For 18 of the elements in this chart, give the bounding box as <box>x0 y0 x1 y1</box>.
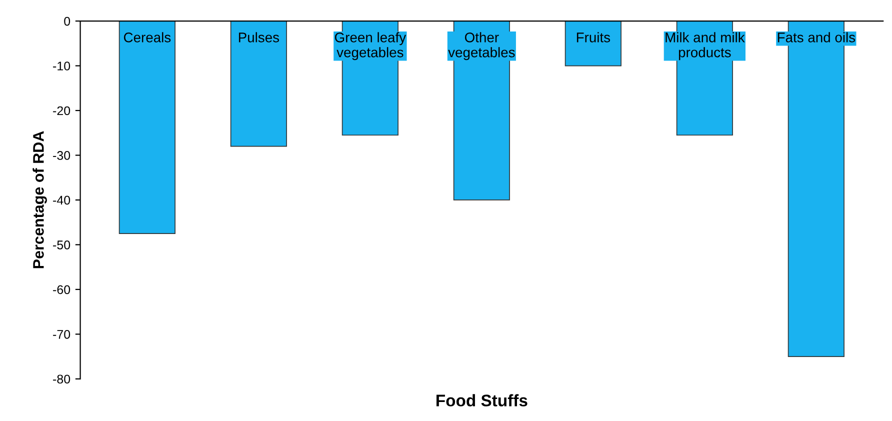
y-tick-label: -20 <box>53 106 70 116</box>
y-tick-label: -40 <box>53 196 70 205</box>
x-tick-label: Other vegetables <box>448 32 515 60</box>
y-tick-label: -60 <box>53 285 70 294</box>
x-tick-label: Pulses <box>238 32 280 42</box>
x-tick-label: Fats and oils <box>778 32 856 42</box>
y-tick-label: -80 <box>53 374 70 384</box>
x-tick-label: Green leafy vegetables <box>334 32 406 60</box>
x-tick-label: Cereals <box>124 32 171 42</box>
x-tick-label: Milk and milk products <box>666 32 745 60</box>
x-axis-title: Food Stuffs <box>436 394 528 406</box>
x-tick-label: Fruits <box>576 32 610 42</box>
y-tick-label: -10 <box>53 62 70 70</box>
y-tick-label: -50 <box>53 240 70 250</box>
y-tick-label: -70 <box>53 330 70 339</box>
y-tick-label: -30 <box>53 151 70 160</box>
y-tick-label: 0 <box>64 16 70 26</box>
y-axis-title: Percentage of RDA <box>32 131 47 268</box>
